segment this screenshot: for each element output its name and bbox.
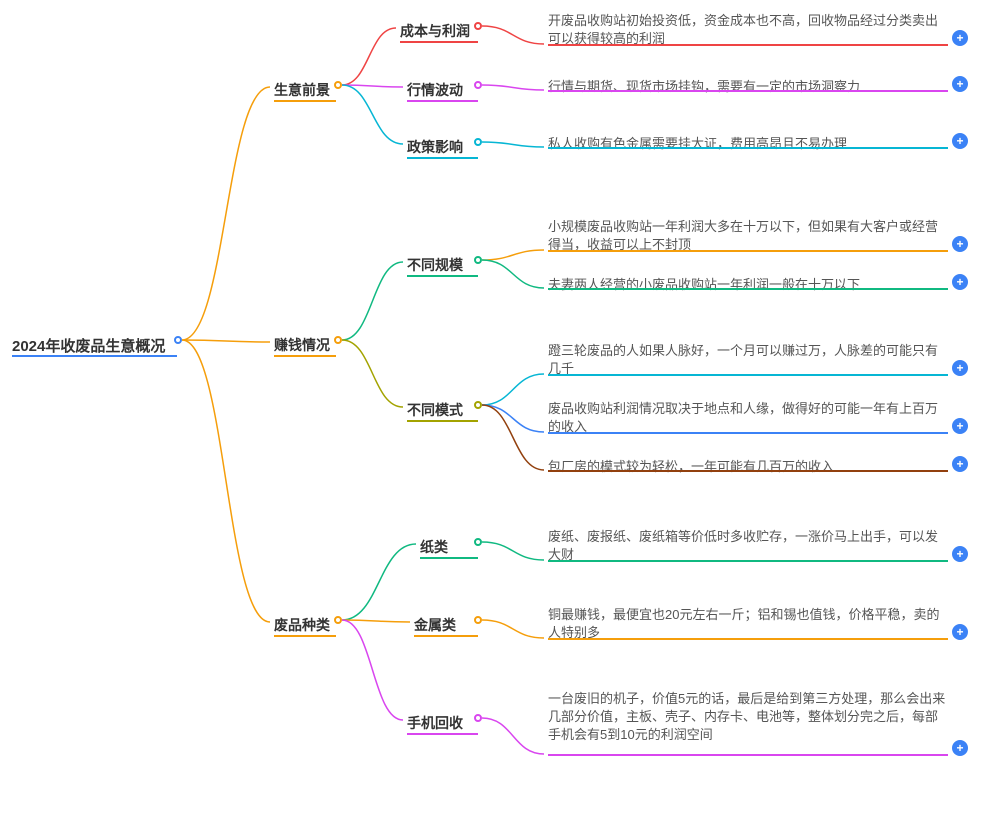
expand-icon[interactable]: + <box>952 30 968 46</box>
branch-node[interactable]: 生意前景 <box>274 80 330 100</box>
root-node[interactable]: 2024年收废品生意概况 <box>12 335 165 356</box>
expand-icon[interactable]: + <box>952 624 968 640</box>
expand-icon[interactable]: + <box>952 236 968 252</box>
expand-icon[interactable]: + <box>952 418 968 434</box>
leaf-node: 铜最赚钱，最便宜也20元左右一斤；铝和锡也值钱，价格平稳，卖的人特别多 <box>548 606 948 642</box>
node-dot <box>474 256 482 264</box>
node-dot <box>334 336 342 344</box>
expand-icon[interactable]: + <box>952 133 968 149</box>
subbranch-node[interactable]: 不同模式 <box>407 400 463 420</box>
node-dot <box>474 138 482 146</box>
leaf-node: 废纸、废报纸、废纸箱等价低时多收贮存，一涨价马上出手，可以发大财 <box>548 528 948 564</box>
expand-icon[interactable]: + <box>952 546 968 562</box>
subbranch-node[interactable]: 成本与利润 <box>400 21 470 41</box>
branch-node[interactable]: 赚钱情况 <box>274 335 330 355</box>
expand-icon[interactable]: + <box>952 360 968 376</box>
subbranch-node[interactable]: 纸类 <box>420 537 448 557</box>
leaf-node: 蹬三轮废品的人如果人脉好，一个月可以赚过万，人脉差的可能只有几千 <box>548 342 948 378</box>
subbranch-node[interactable]: 不同规模 <box>407 255 463 275</box>
subbranch-node[interactable]: 金属类 <box>414 615 456 635</box>
expand-icon[interactable]: + <box>952 76 968 92</box>
branch-node[interactable]: 废品种类 <box>274 615 330 635</box>
node-dot <box>474 22 482 30</box>
node-dot <box>334 616 342 624</box>
subbranch-node[interactable]: 政策影响 <box>407 137 463 157</box>
node-dot <box>474 616 482 624</box>
leaf-node: 小规模废品收购站一年利润大多在十万以下，但如果有大客户或经营得当，收益可以上不封… <box>548 218 948 254</box>
subbranch-node[interactable]: 行情波动 <box>407 80 463 100</box>
subbranch-node[interactable]: 手机回收 <box>407 713 463 733</box>
node-dot <box>474 81 482 89</box>
leaf-node: 行情与期货、现货市场挂钩，需要有一定的市场洞察力 <box>548 78 948 96</box>
leaf-node: 私人收购有色金属需要挂大证，费用高昂且不易办理 <box>548 135 948 153</box>
node-dot <box>174 336 182 344</box>
leaf-node: 夫妻两人经营的小废品收购站一年利润一般在十万以下 <box>548 276 948 294</box>
leaf-node: 废品收购站利润情况取决于地点和人缘，做得好的可能一年有上百万的收入 <box>548 400 948 436</box>
node-dot <box>474 714 482 722</box>
leaf-node: 开废品收购站初始投资低，资金成本也不高，回收物品经过分类卖出可以获得较高的利润 <box>548 12 948 48</box>
node-dot <box>474 401 482 409</box>
expand-icon[interactable]: + <box>952 740 968 756</box>
expand-icon[interactable]: + <box>952 456 968 472</box>
node-dot <box>474 538 482 546</box>
node-dot <box>334 81 342 89</box>
expand-icon[interactable]: + <box>952 274 968 290</box>
leaf-node: 一台废旧的机子，价值5元的话，最后是给到第三方处理，那么会出来几部分价值，主板、… <box>548 690 948 745</box>
leaf-node: 包厂房的模式较为轻松，一年可能有几百万的收入 <box>548 458 948 476</box>
